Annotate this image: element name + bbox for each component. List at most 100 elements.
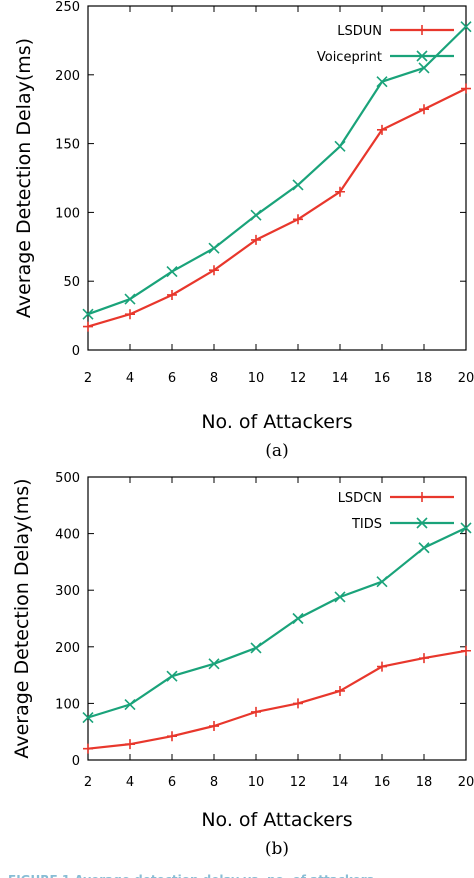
data-point (208, 242, 220, 254)
x-tick-label: 14 (332, 775, 349, 790)
series-line (87, 25, 467, 316)
y-tick-label: 200 (55, 641, 80, 656)
data-point (418, 542, 430, 554)
data-point (167, 731, 177, 742)
x-tick-label: 18 (416, 775, 433, 790)
data-point (376, 76, 388, 88)
x-tick-label: 20 (458, 371, 474, 386)
y-axis-title: Average Detection Delay(ms) (11, 478, 33, 758)
x-tick-label: 4 (126, 775, 134, 790)
data-point (419, 104, 429, 115)
series-line (87, 87, 467, 328)
x-tick-label: 6 (168, 371, 176, 386)
series-tids (82, 522, 472, 724)
y-tick-label: 400 (55, 528, 80, 543)
legend-label: LSDUN (337, 24, 382, 39)
x-tick-label: 18 (416, 371, 433, 386)
data-point (251, 706, 261, 717)
x-tick-label: 10 (248, 775, 265, 790)
y-tick-label: 150 (55, 138, 80, 153)
data-point (460, 21, 472, 33)
data-point (124, 698, 136, 711)
x-tick-label: 20 (458, 775, 474, 790)
chart-caption: (b) (265, 839, 289, 859)
legend-label: TIDS (351, 517, 382, 532)
cropped-caption-fragment: FIGURE 1 Average detection delay vs. no.… (0, 868, 474, 878)
y-tick-label: 250 (55, 0, 80, 15)
data-point (125, 309, 135, 320)
x-tick-label: 14 (332, 371, 349, 386)
data-point (292, 612, 304, 625)
data-point (167, 289, 177, 300)
chart-a: 0 50 100 150 200 250 2 4 6 8 10 12 14 16 18 20 No. of At… (13, 0, 474, 461)
legend-marker (416, 50, 428, 62)
y-tick-label: 100 (55, 697, 80, 712)
plot-frame (87, 5, 467, 351)
x-axis-title: No. of Attackers (201, 411, 352, 433)
legend-marker (417, 492, 427, 502)
data-point (166, 670, 178, 682)
series-line (87, 649, 467, 750)
data-point (82, 711, 94, 724)
data-point (166, 266, 178, 278)
x-tick-label: 8 (210, 775, 218, 790)
data-point (418, 62, 430, 74)
legend-label: Voiceprint (317, 50, 382, 65)
series-lsdun (83, 83, 471, 332)
data-point (334, 591, 346, 603)
data-point (124, 293, 136, 305)
data-point (335, 685, 345, 696)
x-tick-label: 16 (374, 371, 391, 386)
data-point (82, 308, 94, 320)
legend: LSDCN TIDS (338, 491, 454, 532)
data-point (335, 186, 345, 197)
y-tick-label: 200 (55, 69, 80, 84)
x-tick-label: 16 (374, 775, 391, 790)
data-point (250, 209, 262, 221)
data-point (250, 642, 262, 654)
data-point (461, 83, 471, 94)
data-point (209, 721, 219, 732)
x-tick-label: 4 (126, 371, 134, 386)
x-tick-label: 12 (290, 371, 307, 386)
data-point (376, 576, 388, 588)
legend-marker (416, 517, 428, 529)
legend-marker (417, 25, 427, 35)
x-tick-label: 2 (84, 371, 92, 386)
data-point (83, 321, 93, 332)
y-tick-label: 50 (63, 275, 80, 290)
y-tick-label: 0 (72, 754, 80, 769)
data-point (419, 653, 429, 664)
data-point (293, 698, 303, 709)
legend: LSDUN Voiceprint (317, 24, 454, 65)
y-tick-label: 300 (55, 584, 80, 599)
data-point (460, 522, 472, 534)
x-tick-label: 6 (168, 775, 176, 790)
chart-caption: (a) (265, 441, 288, 461)
data-point (83, 743, 93, 754)
series-lsdcn (83, 645, 471, 754)
x-axis-title: No. of Attackers (201, 809, 352, 831)
legend-label: LSDCN (338, 491, 382, 506)
data-point (209, 265, 219, 276)
data-point (377, 124, 387, 135)
y-tick-label: 100 (55, 206, 80, 221)
data-point (292, 179, 304, 191)
chart-b: 0 100 200 300 400 500 2 4 6 8 10 12 14 16 18 20 No. of A… (11, 471, 474, 859)
x-tick-label: 12 (290, 775, 307, 790)
x-tick-label: 2 (84, 775, 92, 790)
svg-text:FIGURE 1 Average detection de: FIGURE 1 Average detection delay vs. no.… (8, 873, 374, 878)
x-tick-label: 10 (248, 371, 265, 386)
series-line (87, 526, 467, 719)
data-point (334, 140, 346, 152)
data-point (377, 661, 387, 672)
data-point (125, 739, 135, 750)
data-point (461, 645, 471, 656)
plot-frame (87, 476, 467, 761)
data-point (293, 214, 303, 225)
y-tick-label: 500 (55, 471, 80, 486)
y-axis-title: Average Detection Delay(ms) (13, 38, 35, 318)
data-point (251, 234, 261, 245)
y-tick-label: 0 (72, 344, 80, 359)
